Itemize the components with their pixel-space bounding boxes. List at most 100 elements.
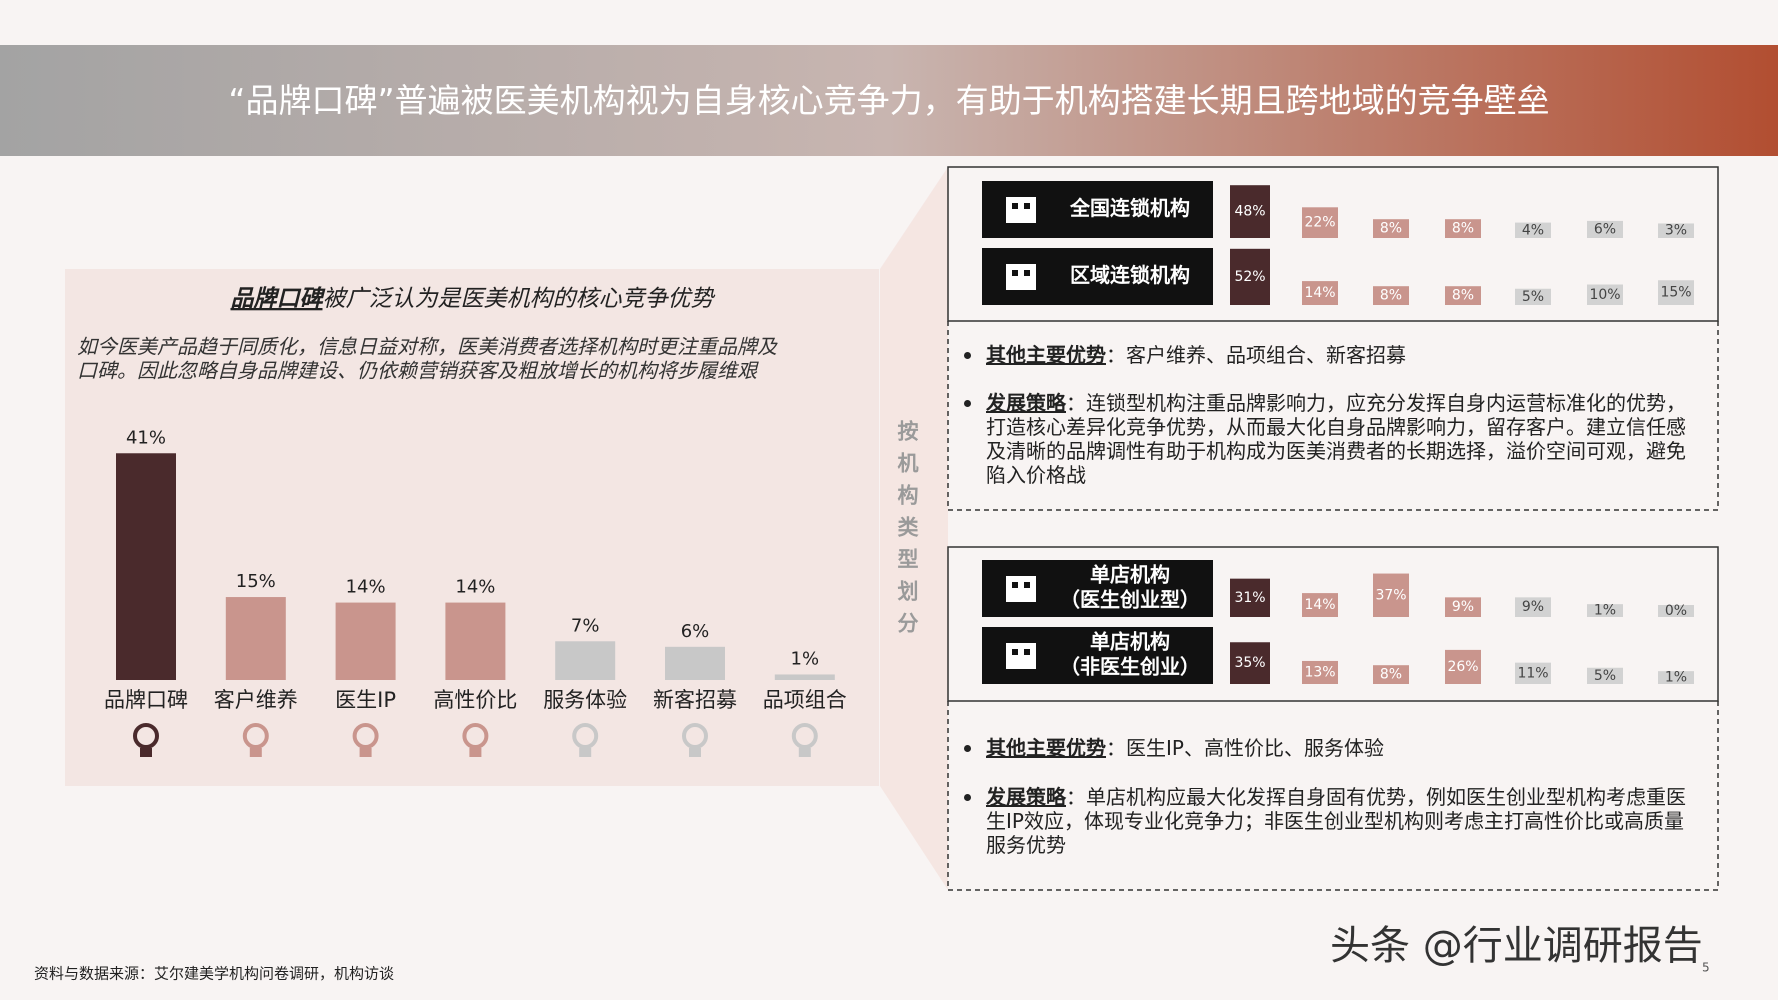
category-label: 新客招募 xyxy=(653,688,737,712)
bullet: 其他主要优势：客户维养、品项组合、新客招募 xyxy=(964,343,1700,367)
icon xyxy=(359,748,372,757)
bullet-label: 发展策略 xyxy=(986,785,1066,809)
row-label: 单店机构 xyxy=(1090,563,1170,587)
bullet-text: ：单店机构应最大化发挥自身固有优势，例如医生创业型机构考虑重医生IP效应，体现专… xyxy=(986,785,1686,857)
tile xyxy=(1658,605,1694,617)
row-icon xyxy=(1024,270,1030,276)
tile xyxy=(1302,281,1338,305)
category-label: 医生IP xyxy=(335,688,396,712)
bullet-text: ：医生IP、高性价比、服务体验 xyxy=(1106,736,1384,760)
tile-label: 10% xyxy=(1589,287,1620,303)
row-label: （医生创业型） xyxy=(1060,588,1200,612)
value-label: 15% xyxy=(236,571,276,592)
tile xyxy=(1373,665,1409,684)
row-label: （非医生创业） xyxy=(1060,655,1200,679)
value-label: 6% xyxy=(681,621,710,642)
bullet-text: ：连锁型机构注重品牌影响力，应充分发挥自身内运营标准化的优势，打造核心差异化竞争… xyxy=(986,391,1686,487)
tile xyxy=(1515,662,1551,684)
tile-label: 1% xyxy=(1665,670,1687,686)
tile-label: 31% xyxy=(1234,590,1265,606)
row-icon xyxy=(1024,203,1030,209)
bullet-label: 发展策略 xyxy=(986,391,1066,415)
tile-label: 4% xyxy=(1522,222,1544,238)
icon xyxy=(249,748,262,757)
tile xyxy=(1302,207,1338,238)
row-icon xyxy=(1006,264,1036,290)
row-icon xyxy=(1012,649,1018,655)
tile-label: 8% xyxy=(1452,288,1474,304)
icon xyxy=(579,748,592,757)
tile xyxy=(1373,286,1409,305)
tile-label: 15% xyxy=(1660,285,1691,301)
tile xyxy=(1658,280,1694,305)
value-label: 41% xyxy=(126,427,166,448)
category-label: 服务体验 xyxy=(543,688,627,712)
tile xyxy=(1445,286,1481,305)
value-label: 1% xyxy=(791,648,820,669)
icon xyxy=(462,723,489,749)
title-emphasis: 品牌口碑 xyxy=(231,286,327,312)
bullet-label: 其他主要优势 xyxy=(986,343,1106,367)
tile xyxy=(1302,593,1338,617)
subtitle-line: 如今医美产品趋于同质化，信息日益对称，医美消费者选择机构时更注重品牌及 xyxy=(77,335,778,359)
icon xyxy=(798,748,811,757)
category-label: 品牌口碑 xyxy=(104,688,188,712)
chart-title: 品牌口碑被广泛认为是医美机构的核心竞争优势 xyxy=(231,286,716,312)
bar xyxy=(445,602,506,680)
bar xyxy=(665,646,725,680)
icon xyxy=(352,723,379,749)
source: 资料与数据来源：艾尔建美学机构问卷调研，机构访谈 xyxy=(34,965,394,983)
tile xyxy=(1230,248,1270,305)
tile-label: 9% xyxy=(1452,599,1474,615)
text-box xyxy=(947,701,1719,891)
category-label: 客户维养 xyxy=(214,688,298,712)
icon xyxy=(242,723,269,749)
tile-label: 8% xyxy=(1380,288,1402,304)
bullet-label: 其他主要优势 xyxy=(986,736,1106,760)
tile-label: 1% xyxy=(1594,603,1616,619)
bullet: 其他主要优势：医生IP、高性价比、服务体验 xyxy=(964,736,1700,760)
bar xyxy=(225,597,286,680)
icon xyxy=(469,748,482,757)
left-panel xyxy=(65,269,879,786)
icon xyxy=(133,723,159,749)
bullet-dot xyxy=(964,352,971,359)
icon xyxy=(791,723,818,749)
bar xyxy=(555,641,616,680)
row-label: 全国连锁机构 xyxy=(1069,196,1190,220)
tile-label: 52% xyxy=(1234,269,1265,285)
bar xyxy=(774,674,835,680)
tile-label: 6% xyxy=(1594,221,1616,237)
tile-label: 14% xyxy=(1304,597,1335,613)
title-rest: 被广泛认为是医美机构的核心竞争优势 xyxy=(323,286,716,312)
tile xyxy=(1587,604,1623,617)
tile-label: 13% xyxy=(1304,664,1335,680)
tile xyxy=(1302,660,1338,684)
watermark: 头条 @行业调研报告 xyxy=(1330,923,1703,969)
tile xyxy=(1658,671,1694,684)
tile xyxy=(1445,597,1481,617)
bullet-text: ：客户维养、品项组合、新客招募 xyxy=(1106,343,1406,367)
row-icon xyxy=(1006,576,1036,602)
tile-label: 37% xyxy=(1375,587,1406,603)
row-icon xyxy=(1012,582,1018,588)
tile-label: 8% xyxy=(1380,221,1402,237)
bullet: 发展策略：连锁型机构注重品牌影响力，应充分发挥自身内运营标准化的优势，打造核心差… xyxy=(964,391,1700,487)
tile xyxy=(1230,578,1270,617)
category-label: 高性价比 xyxy=(433,688,517,712)
bullet-dot xyxy=(964,794,971,801)
row-label: 单店机构 xyxy=(1090,630,1170,654)
page-number: 5 xyxy=(1702,961,1710,975)
side-label: 按机构类型划分 xyxy=(895,420,919,644)
value-label: 14% xyxy=(455,577,495,598)
tile-label: 3% xyxy=(1665,223,1687,239)
tile-label: 8% xyxy=(1452,221,1474,237)
tile-label: 5% xyxy=(1594,668,1616,684)
tile-label: 48% xyxy=(1234,204,1265,220)
tile xyxy=(1230,185,1270,238)
connector-shape xyxy=(880,167,948,890)
tile xyxy=(1515,288,1551,305)
tile xyxy=(1587,667,1623,684)
icon xyxy=(689,748,701,757)
